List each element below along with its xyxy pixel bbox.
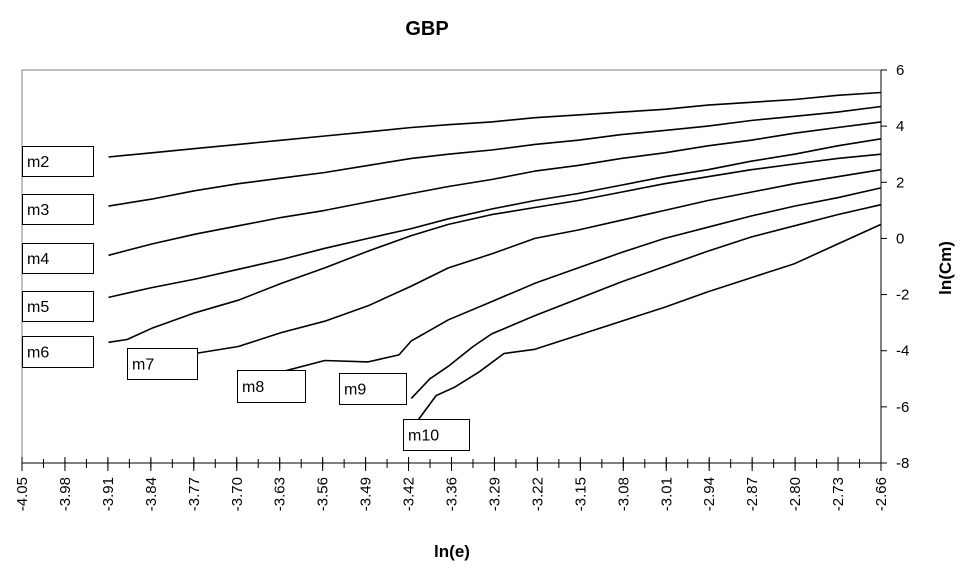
x-tick-label: -3.49 bbox=[358, 477, 375, 511]
series-line-m8 bbox=[281, 187, 882, 373]
series-label-m9: m9 bbox=[339, 373, 407, 405]
series-label-m10: m10 bbox=[403, 419, 470, 451]
series-label-text: m7 bbox=[132, 357, 154, 374]
x-tick-label: -3.77 bbox=[186, 477, 203, 511]
x-tick-label: -3.36 bbox=[444, 477, 461, 511]
series-line-m2 bbox=[108, 91, 882, 158]
y-tick-label: -4 bbox=[896, 343, 909, 360]
series-line-m10 bbox=[416, 223, 882, 422]
series-label-m7: m7 bbox=[127, 348, 198, 380]
series-label-m4: m4 bbox=[22, 243, 94, 274]
x-tick-label: -2.73 bbox=[830, 477, 847, 511]
series-line-m4 bbox=[108, 121, 882, 257]
y-tick-label: 6 bbox=[896, 62, 904, 79]
series-label-text: m2 bbox=[27, 154, 49, 171]
series-label-box bbox=[127, 348, 198, 380]
series-lines bbox=[108, 91, 882, 422]
series-label-box bbox=[22, 336, 94, 368]
series-line-m3 bbox=[108, 105, 882, 207]
x-tick-label: -3.42 bbox=[401, 477, 418, 511]
x-tick-label: -3.70 bbox=[229, 477, 246, 511]
series-label-box bbox=[22, 243, 94, 274]
series-labels: m2 m3 m4 m5 m6 m7 m8 m9 m10 bbox=[22, 146, 470, 451]
y-tick-label: 0 bbox=[896, 230, 904, 247]
x-tick-label: -2.66 bbox=[873, 477, 890, 511]
y-tick-label: -6 bbox=[896, 399, 909, 416]
x-tick-label: -2.87 bbox=[744, 477, 761, 511]
series-label-text: m4 bbox=[27, 251, 49, 268]
y-axis-title: ln(Cm) bbox=[936, 241, 955, 295]
series-label-box bbox=[22, 194, 94, 225]
series-label-text: m10 bbox=[408, 428, 439, 445]
x-tick-label: -3.63 bbox=[272, 477, 289, 511]
x-tick-label: -3.98 bbox=[57, 477, 74, 511]
x-tick-label: -3.84 bbox=[143, 477, 160, 511]
series-label-text: m8 bbox=[242, 379, 264, 396]
y-axis: 6 4 2 0 -2 -4 -6 -8 bbox=[880, 62, 909, 472]
x-tick-label: -3.01 bbox=[658, 477, 675, 511]
x-tick-label: -3.91 bbox=[100, 477, 117, 511]
series-label-box bbox=[403, 419, 470, 451]
series-label-box bbox=[22, 291, 94, 322]
series-label-box bbox=[237, 370, 306, 403]
series-label-m3: m3 bbox=[22, 194, 94, 225]
x-tick-label: -3.29 bbox=[486, 477, 503, 511]
x-tick-label: -3.15 bbox=[572, 477, 589, 511]
chart-title: GBP bbox=[405, 18, 448, 40]
x-axis-title: ln(e) bbox=[434, 542, 470, 561]
x-tick-label: -2.94 bbox=[701, 477, 718, 511]
series-label-text: m9 bbox=[344, 382, 366, 399]
series-label-box bbox=[339, 373, 407, 405]
y-tick-label: 2 bbox=[896, 174, 904, 191]
series-label-text: m6 bbox=[27, 345, 49, 362]
series-label-m8: m8 bbox=[237, 370, 306, 403]
series-label-text: m5 bbox=[27, 299, 49, 316]
x-tick-label: -2.80 bbox=[787, 477, 804, 511]
series-label-box bbox=[22, 146, 94, 177]
x-tick-label: -3.08 bbox=[615, 477, 632, 511]
series-label-m2: m2 bbox=[22, 146, 94, 177]
x-tick-label: -3.22 bbox=[529, 477, 546, 511]
series-line-m9 bbox=[410, 203, 882, 399]
x-tick-label: -3.56 bbox=[315, 477, 332, 511]
series-label-m6: m6 bbox=[22, 336, 94, 368]
x-tick-label: -4.05 bbox=[14, 477, 31, 511]
series-line-m6 bbox=[108, 153, 882, 344]
series-label-text: m3 bbox=[27, 202, 49, 219]
y-tick-label: -2 bbox=[896, 287, 909, 304]
series-label-m5: m5 bbox=[22, 291, 94, 322]
x-axis: -4.05 -3.98 -3.91 -3.84 -3.77 -3.70 -3.63 -3.56… bbox=[14, 457, 890, 511]
y-tick-label: -8 bbox=[896, 455, 909, 472]
y-tick-label: 4 bbox=[896, 118, 904, 135]
series-line-m5 bbox=[108, 138, 882, 299]
series-line-m7 bbox=[194, 168, 882, 355]
